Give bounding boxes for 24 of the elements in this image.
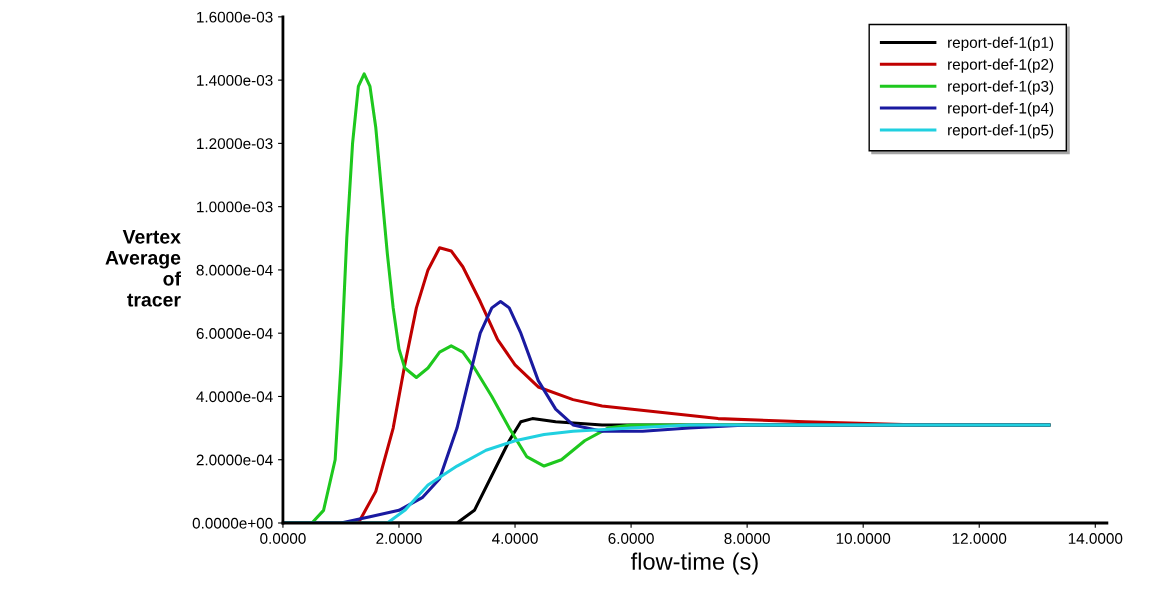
legend-label: report-def-1(p3) bbox=[948, 80, 1054, 95]
y-tick-label: 0.0000e+00 bbox=[192, 517, 273, 529]
legend-label: report-def-1(p5) bbox=[948, 124, 1054, 139]
y-tick-label: 8.0000e-04 bbox=[196, 264, 273, 276]
y-tick-label: 1.2000e-03 bbox=[197, 138, 273, 150]
x-axis-title: flow-time (s) bbox=[630, 552, 758, 575]
y-tick-label: 6.0000e-04 bbox=[196, 328, 273, 339]
x-tick-label: 14.0000 bbox=[1068, 533, 1123, 544]
y-tick-label: 1.6000e-03 bbox=[197, 11, 273, 23]
y-tick-label: 1.0000e-03 bbox=[197, 201, 273, 213]
x-tick-label: 2.0000 bbox=[376, 533, 422, 544]
y-tick-label: 2.0000e-04 bbox=[196, 454, 273, 466]
x-tick-label: 0.0000 bbox=[260, 533, 306, 544]
y-tick-label: 1.4000e-03 bbox=[197, 74, 273, 86]
x-tick-label: 4.0000 bbox=[492, 533, 538, 544]
legend-label: report-def-1(p2) bbox=[948, 58, 1054, 73]
x-tick-label: 12.0000 bbox=[952, 533, 1007, 544]
x-tick-label: 8.0000 bbox=[724, 533, 770, 544]
legend-label: report-def-1(p1) bbox=[948, 36, 1054, 51]
y-tick-label: 4.0000e-04 bbox=[196, 391, 273, 403]
x-tick-label: 10.0000 bbox=[836, 533, 891, 544]
legend-label: report-def-1(p4) bbox=[948, 102, 1054, 117]
x-tick-label: 6.0000 bbox=[608, 533, 654, 544]
y-axis-title: Vertex Average of tracer bbox=[105, 230, 182, 307]
